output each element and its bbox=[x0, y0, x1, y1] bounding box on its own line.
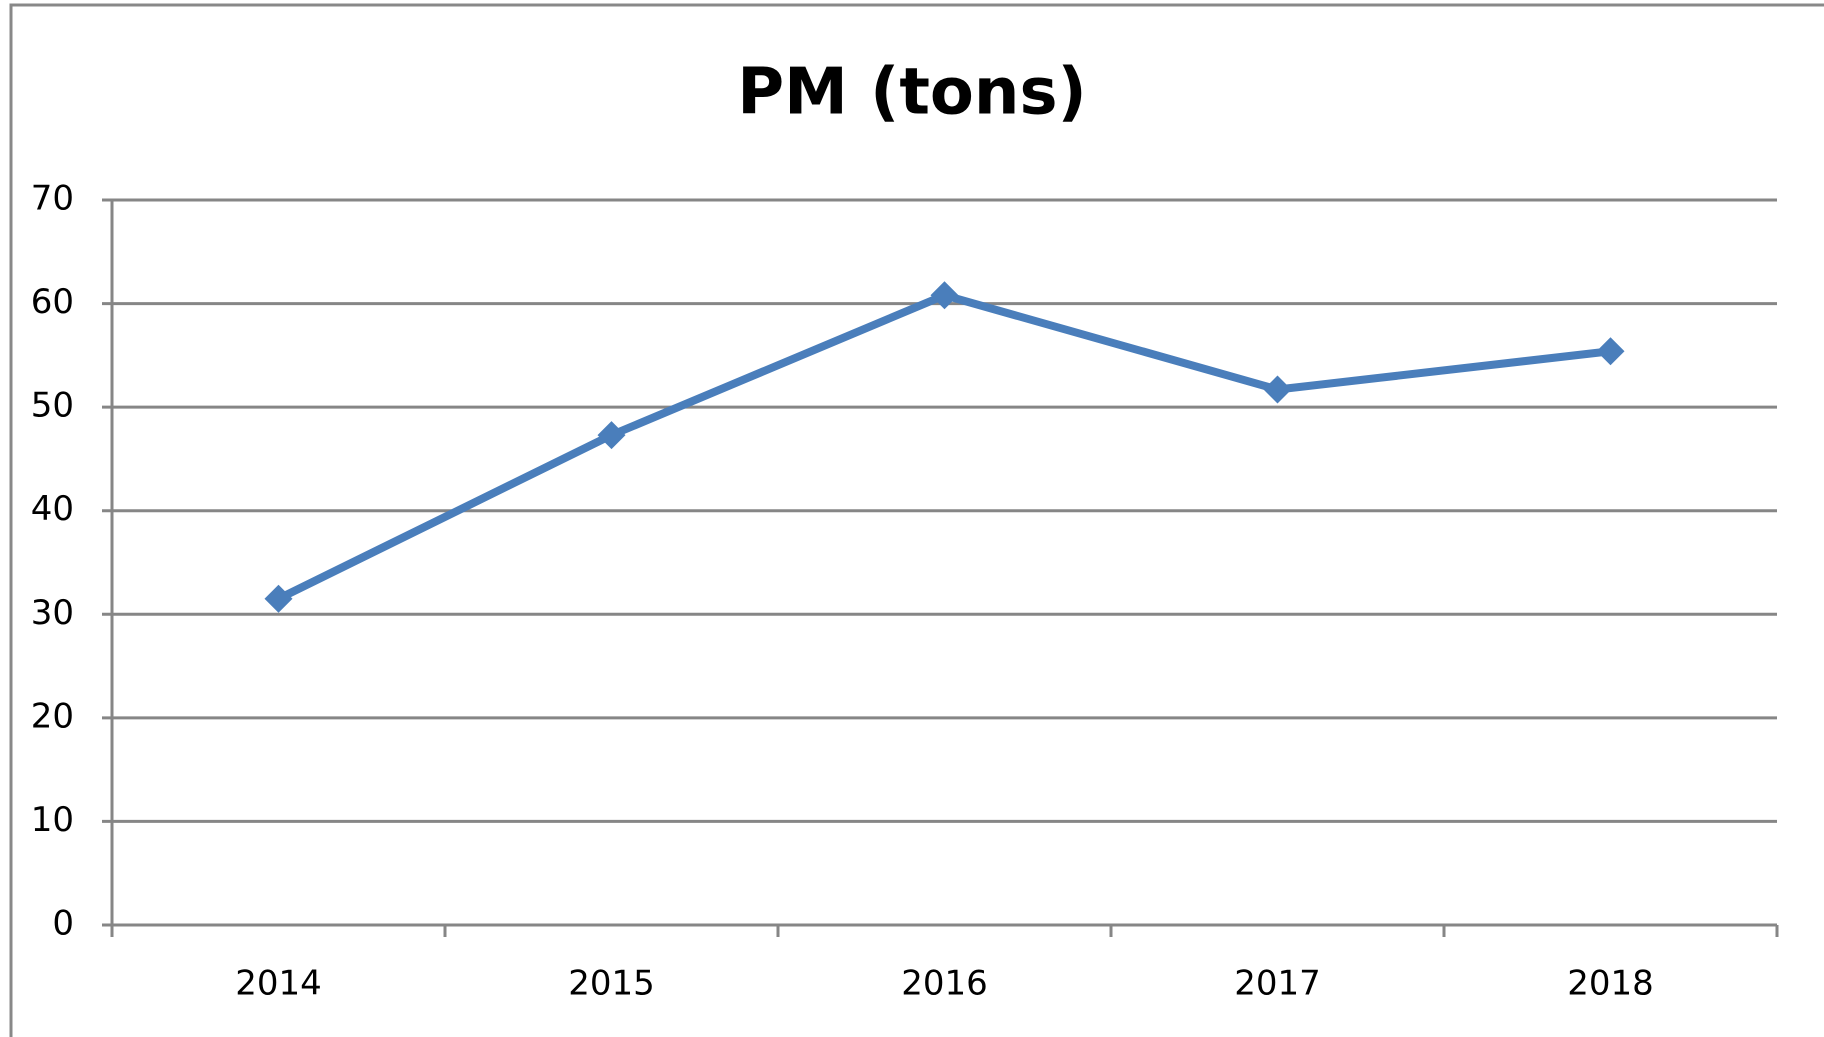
x-tick-label: 2014 bbox=[235, 964, 322, 1004]
chart-title: PM (tons) bbox=[737, 56, 1087, 130]
y-tick-label: 10 bbox=[31, 800, 74, 840]
marker bbox=[930, 281, 959, 310]
x-tick-label: 2016 bbox=[901, 964, 988, 1004]
chart-border bbox=[9, 3, 1824, 1037]
x-tick-label: 2017 bbox=[1234, 964, 1321, 1004]
y-tick-label: 70 bbox=[31, 179, 74, 219]
x-tick-label: 2018 bbox=[1567, 964, 1654, 1004]
marker bbox=[1263, 375, 1292, 404]
y-tick-label: 0 bbox=[52, 904, 74, 944]
marker bbox=[1596, 337, 1625, 366]
y-tick-label: 50 bbox=[31, 386, 74, 426]
y-tick-label: 60 bbox=[31, 282, 74, 322]
y-tick-label: 20 bbox=[31, 696, 74, 736]
marker bbox=[597, 421, 626, 450]
marker bbox=[264, 584, 293, 613]
y-tick-label: 40 bbox=[31, 489, 74, 529]
y-tick-label: 30 bbox=[31, 593, 74, 633]
x-tick-label: 2015 bbox=[568, 964, 655, 1004]
